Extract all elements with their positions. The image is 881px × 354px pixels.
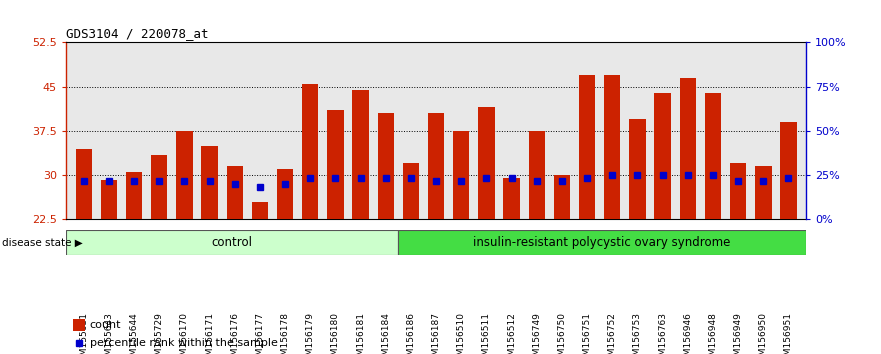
Bar	[679, 78, 696, 219]
Bar	[503, 178, 520, 219]
Text: GSM155644: GSM155644	[130, 312, 138, 354]
Text: GSM156510: GSM156510	[456, 312, 466, 354]
Bar	[579, 75, 596, 219]
Bar	[252, 202, 268, 219]
Text: GSM156181: GSM156181	[356, 312, 365, 354]
Text: GSM156186: GSM156186	[406, 312, 416, 354]
Bar	[403, 164, 419, 219]
Text: insulin-resistant polycystic ovary syndrome: insulin-resistant polycystic ovary syndr…	[473, 236, 730, 249]
Bar	[629, 119, 646, 219]
Text: GSM156752: GSM156752	[608, 312, 617, 354]
Bar	[781, 122, 796, 219]
Text: control: control	[211, 236, 253, 249]
Bar	[226, 166, 243, 219]
Text: GSM156179: GSM156179	[306, 312, 315, 354]
Text: GSM156949: GSM156949	[734, 312, 743, 354]
Text: GSM156951: GSM156951	[784, 312, 793, 354]
Text: GDS3104 / 220078_at: GDS3104 / 220078_at	[66, 27, 209, 40]
Bar	[277, 169, 293, 219]
Bar	[100, 180, 117, 219]
Text: GSM156171: GSM156171	[205, 312, 214, 354]
Text: count: count	[90, 320, 122, 330]
Bar	[302, 84, 318, 219]
Text: GSM156753: GSM156753	[633, 312, 642, 354]
Bar	[126, 172, 142, 219]
Text: percentile rank within the sample: percentile rank within the sample	[90, 338, 278, 348]
Bar	[327, 110, 344, 219]
Text: GSM156750: GSM156750	[558, 312, 566, 354]
Bar	[151, 155, 167, 219]
Bar	[755, 166, 772, 219]
Text: GSM156512: GSM156512	[507, 312, 516, 354]
Text: GSM155643: GSM155643	[104, 312, 114, 354]
FancyBboxPatch shape	[398, 230, 806, 255]
Bar	[76, 149, 92, 219]
Bar	[730, 164, 746, 219]
Text: GSM156178: GSM156178	[280, 312, 290, 354]
Text: GSM156184: GSM156184	[381, 312, 390, 354]
Bar	[529, 131, 545, 219]
Bar	[202, 146, 218, 219]
FancyBboxPatch shape	[66, 230, 398, 255]
Bar	[428, 113, 444, 219]
Text: GSM155729: GSM155729	[155, 312, 164, 354]
Text: GSM156180: GSM156180	[331, 312, 340, 354]
Bar	[604, 75, 620, 219]
Bar	[478, 107, 494, 219]
Text: GSM156749: GSM156749	[532, 312, 541, 354]
Text: GSM156170: GSM156170	[180, 312, 189, 354]
Text: GSM156946: GSM156946	[684, 312, 692, 354]
Bar	[73, 319, 85, 331]
Bar	[176, 131, 193, 219]
Text: GSM156763: GSM156763	[658, 312, 667, 354]
Text: disease state ▶: disease state ▶	[2, 238, 83, 247]
Bar	[378, 113, 394, 219]
Text: GSM156177: GSM156177	[255, 312, 264, 354]
Text: GSM156950: GSM156950	[759, 312, 768, 354]
Text: GSM156948: GSM156948	[708, 312, 717, 354]
Bar	[453, 131, 470, 219]
Bar	[554, 175, 570, 219]
Bar	[352, 90, 369, 219]
Bar	[705, 93, 722, 219]
Text: GSM156751: GSM156751	[582, 312, 592, 354]
Text: GSM156176: GSM156176	[230, 312, 240, 354]
Text: GSM155631: GSM155631	[79, 312, 88, 354]
Bar	[655, 93, 670, 219]
Text: GSM156187: GSM156187	[432, 312, 440, 354]
Text: GSM156511: GSM156511	[482, 312, 491, 354]
